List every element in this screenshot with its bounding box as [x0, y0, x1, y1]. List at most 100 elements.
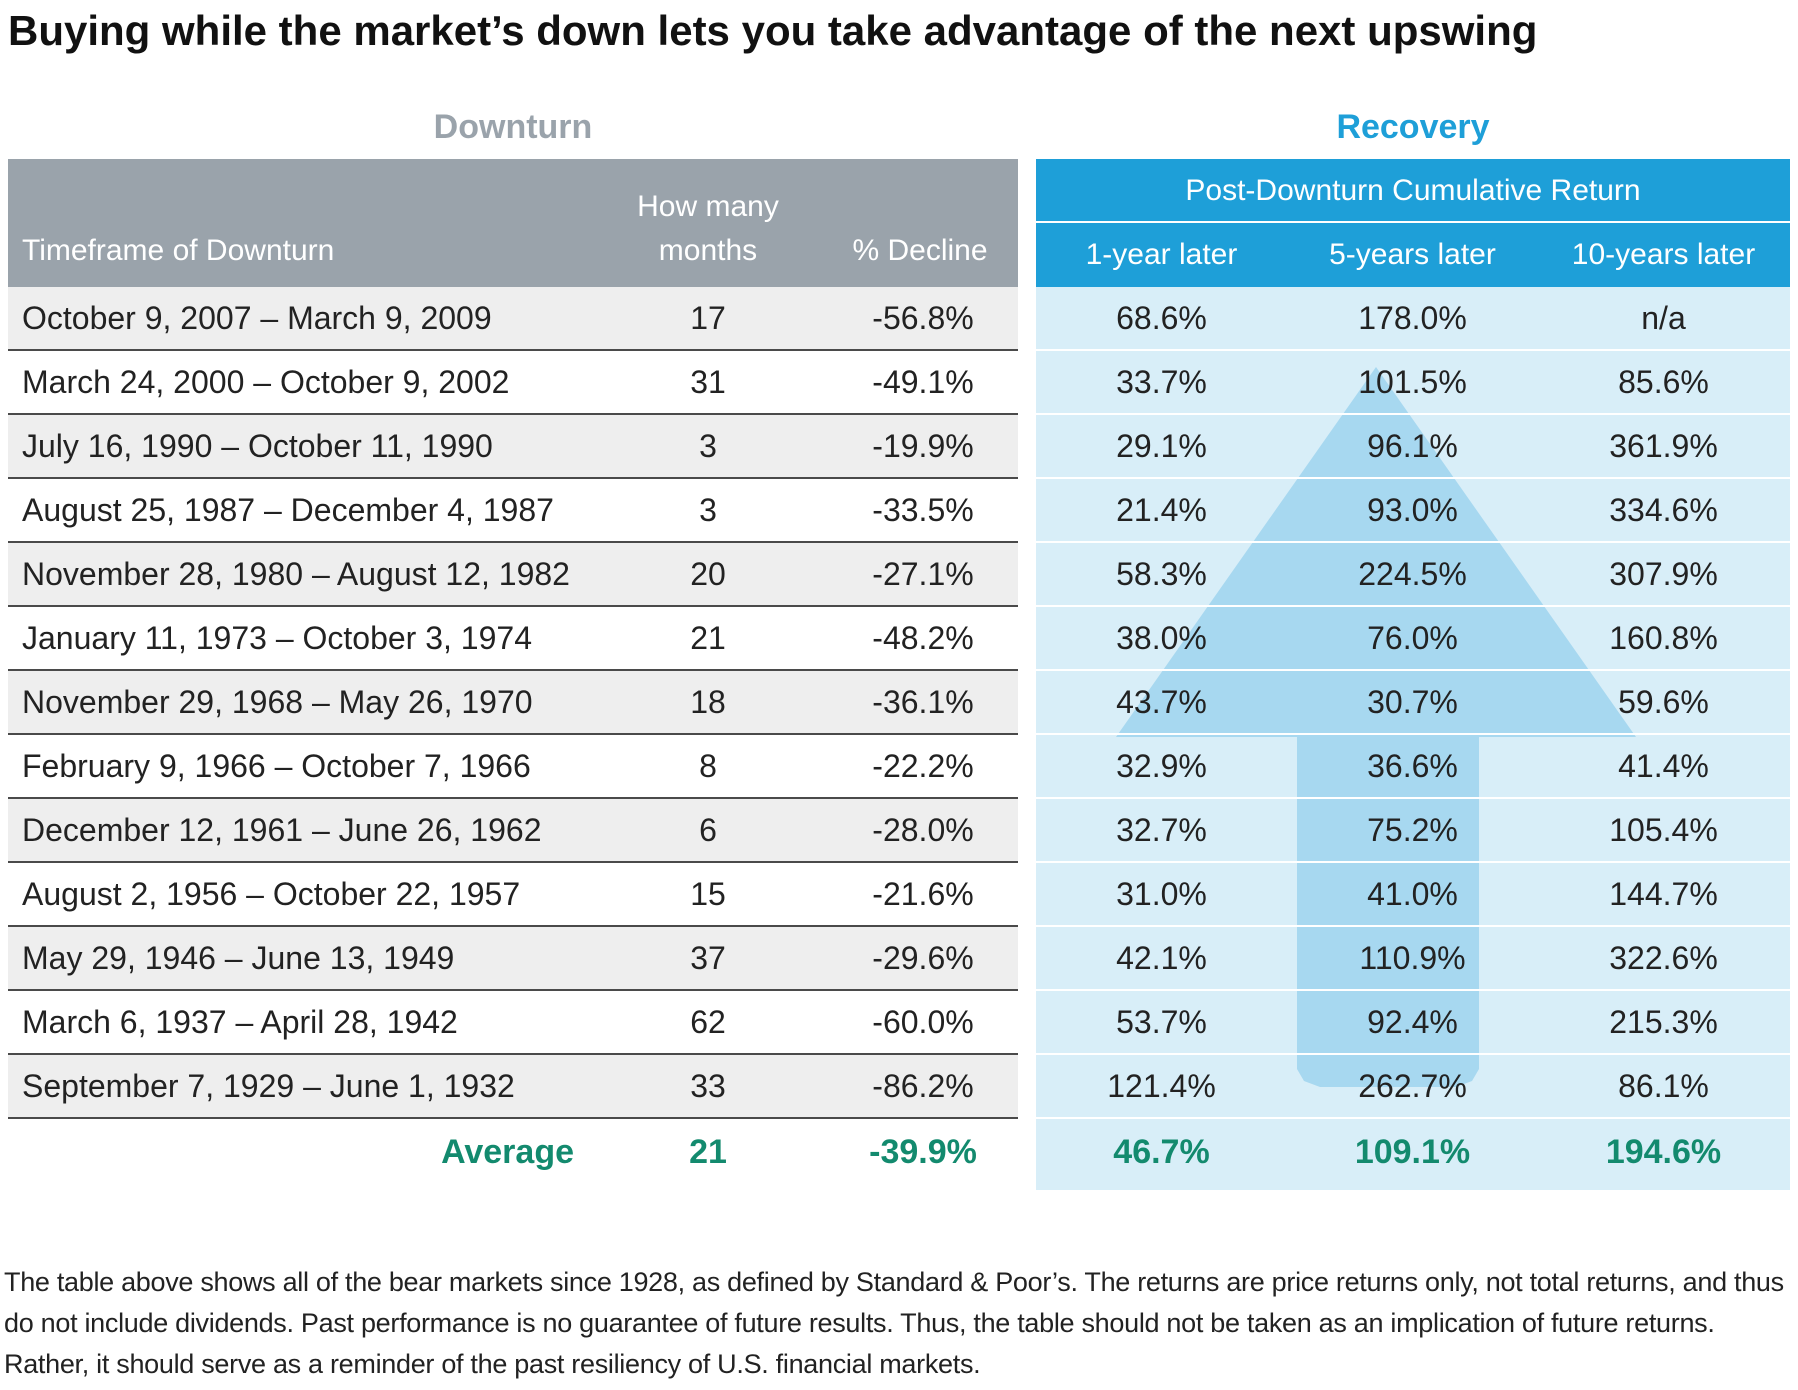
table-row: 21.4% 93.0% 334.6% [1036, 479, 1790, 543]
table-row: August 2, 1956 – October 22, 1957 15 -21.6… [8, 863, 1018, 927]
return-1-year-cell: 29.1% [1116, 427, 1207, 464]
months-cell: 33 [690, 1067, 726, 1104]
return-1-year-cell: 21.4% [1116, 491, 1207, 528]
recovery-super-header: Post-Downturn Cumulative Return [1036, 159, 1790, 223]
decline-cell: -22.2% [872, 747, 974, 784]
return-5-years-cell: 36.6% [1367, 747, 1458, 784]
table-row: January 11, 1973 – October 3, 1974 21 -48.… [8, 607, 1018, 671]
timeframe-cell: November 28, 1980 – August 12, 1982 [22, 555, 570, 592]
return-1-year-cell: 42.1% [1116, 939, 1207, 976]
return-1-year-cell: 43.7% [1116, 683, 1207, 720]
timeframe-cell: March 6, 1937 – April 28, 1942 [22, 1003, 458, 1040]
table-row: September 7, 1929 – June 1, 1932 33 -86.2% [8, 1055, 1018, 1119]
timeframe-cell: July 16, 1990 – October 11, 1990 [22, 427, 493, 464]
return-10-years-cell: 105.4% [1609, 811, 1718, 848]
up-arrow-icon [1116, 367, 1636, 1087]
average-10-years: 194.6% [1605, 1132, 1722, 1171]
recovery-table: Post-Downturn Cumulative Return 1-year l… [1036, 159, 1790, 1190]
downturn-table-header: Timeframe of Downturn How many months % … [8, 159, 1018, 287]
return-5-years-cell: 93.0% [1367, 491, 1458, 528]
months-cell: 6 [699, 811, 717, 848]
return-1-year-cell: 121.4% [1107, 1067, 1216, 1104]
months-cell: 3 [699, 427, 717, 464]
table-row: 68.6% 178.0% n/a [1036, 287, 1790, 351]
table-row: October 9, 2007 – March 9, 2009 17 -56.8% [8, 287, 1018, 351]
months-cell: 18 [690, 683, 726, 720]
return-10-years-cell: 160.8% [1609, 619, 1718, 656]
table-row: 32.9% 36.6% 41.4% [1036, 735, 1790, 799]
return-10-years-cell: n/a [1641, 299, 1686, 336]
decline-cell: -49.1% [872, 363, 974, 400]
table-row: November 29, 1968 – May 26, 1970 18 -36.1% [8, 671, 1018, 735]
recovery-rows: 68.6% 178.0% n/a 33.7% 101.5% 85.6% 29.1% 96.1%… [1036, 287, 1790, 1119]
column-header-10-years: 10-years later [1571, 238, 1756, 271]
timeframe-cell: August 25, 1987 – December 4, 1987 [22, 491, 554, 528]
table-row: 58.3% 224.5% 307.9% [1036, 543, 1790, 607]
table-row: 43.7% 30.7% 59.6% [1036, 671, 1790, 735]
table-row: 32.7% 75.2% 105.4% [1036, 799, 1790, 863]
table-row: March 24, 2000 – October 9, 2002 31 -49.1% [8, 351, 1018, 415]
recovery-average-row: 46.7% 109.1% 194.6% [1036, 1119, 1790, 1185]
column-header-1-year: 1-year later [1085, 238, 1238, 271]
column-header-timeframe: Timeframe of Downturn [22, 234, 335, 267]
decline-cell: -60.0% [872, 1003, 974, 1040]
column-header-months: How many months [637, 190, 779, 267]
months-cell: 17 [690, 299, 726, 336]
timeframe-cell: January 11, 1973 – October 3, 1974 [22, 619, 532, 656]
timeframe-cell: November 29, 1968 – May 26, 1970 [22, 683, 533, 720]
decline-cell: -86.2% [872, 1067, 974, 1104]
table-row: February 9, 1966 – October 7, 1966 8 -22.2… [8, 735, 1018, 799]
timeframe-cell: December 12, 1961 – June 26, 1962 [22, 811, 542, 848]
return-5-years-cell: 96.1% [1367, 427, 1458, 464]
decline-cell: -27.1% [872, 555, 974, 592]
average-5-years: 109.1% [1354, 1132, 1471, 1171]
average-decline: -39.9% [869, 1132, 977, 1171]
months-cell: 31 [690, 363, 726, 400]
average-label: Average [441, 1132, 574, 1171]
return-5-years-cell: 92.4% [1367, 1003, 1458, 1040]
return-5-years-cell: 224.5% [1358, 555, 1467, 592]
column-header-5-years: 5-years later [1329, 238, 1496, 271]
return-1-year-cell: 32.7% [1116, 811, 1207, 848]
table-row: 29.1% 96.1% 361.9% [1036, 415, 1790, 479]
return-5-years-cell: 262.7% [1358, 1067, 1467, 1104]
decline-cell: -48.2% [872, 619, 974, 656]
return-10-years-cell: 361.9% [1609, 427, 1718, 464]
table-row: March 6, 1937 – April 28, 1942 62 -60.0% [8, 991, 1018, 1055]
return-5-years-cell: 76.0% [1367, 619, 1458, 656]
return-5-years-cell: 101.5% [1358, 363, 1467, 400]
return-1-year-cell: 68.6% [1116, 299, 1207, 336]
table-row: December 12, 1961 – June 26, 1962 6 -28.0% [8, 799, 1018, 863]
column-header-decline: % Decline [852, 234, 988, 267]
table-row: November 28, 1980 – August 12, 1982 20 -27… [8, 543, 1018, 607]
table-row: 38.0% 76.0% 160.8% [1036, 607, 1790, 671]
decline-cell: -33.5% [872, 491, 974, 528]
table-row: 33.7% 101.5% 85.6% [1036, 351, 1790, 415]
decline-cell: -56.8% [872, 299, 974, 336]
table-row: August 25, 1987 – December 4, 1987 3 -33.5… [8, 479, 1018, 543]
return-5-years-cell: 110.9% [1359, 939, 1466, 976]
page-title: Buying while the market’s down lets you … [8, 7, 1538, 54]
table-row: 42.1% 110.9% 322.6% [1036, 927, 1790, 991]
decline-cell: -29.6% [872, 939, 974, 976]
table-row: 31.0% 41.0% 144.7% [1036, 863, 1790, 927]
return-1-year-cell: 32.9% [1116, 747, 1207, 784]
recovery-table-header: Post-Downturn Cumulative Return 1-year l… [1036, 159, 1790, 287]
decline-cell: -28.0% [872, 811, 974, 848]
decline-cell: -19.9% [872, 427, 974, 464]
return-1-year-cell: 31.0% [1116, 875, 1207, 912]
return-1-year-cell: 38.0% [1116, 619, 1207, 656]
timeframe-cell: May 29, 1946 – June 13, 1949 [22, 939, 455, 976]
return-10-years-cell: 86.1% [1618, 1067, 1709, 1104]
months-cell: 8 [699, 747, 717, 784]
return-10-years-cell: 322.6% [1609, 939, 1718, 976]
return-1-year-cell: 33.7% [1116, 363, 1207, 400]
return-5-years-cell: 178.0% [1358, 299, 1467, 336]
return-10-years-cell: 41.4% [1618, 747, 1709, 784]
return-5-years-cell: 30.7% [1367, 683, 1458, 720]
downturn-group-title: Downturn [433, 108, 593, 146]
months-cell: 21 [690, 619, 726, 656]
return-10-years-cell: 144.7% [1609, 875, 1718, 912]
timeframe-cell: March 24, 2000 – October 9, 2002 [22, 363, 510, 400]
return-10-years-cell: 307.9% [1609, 555, 1718, 592]
